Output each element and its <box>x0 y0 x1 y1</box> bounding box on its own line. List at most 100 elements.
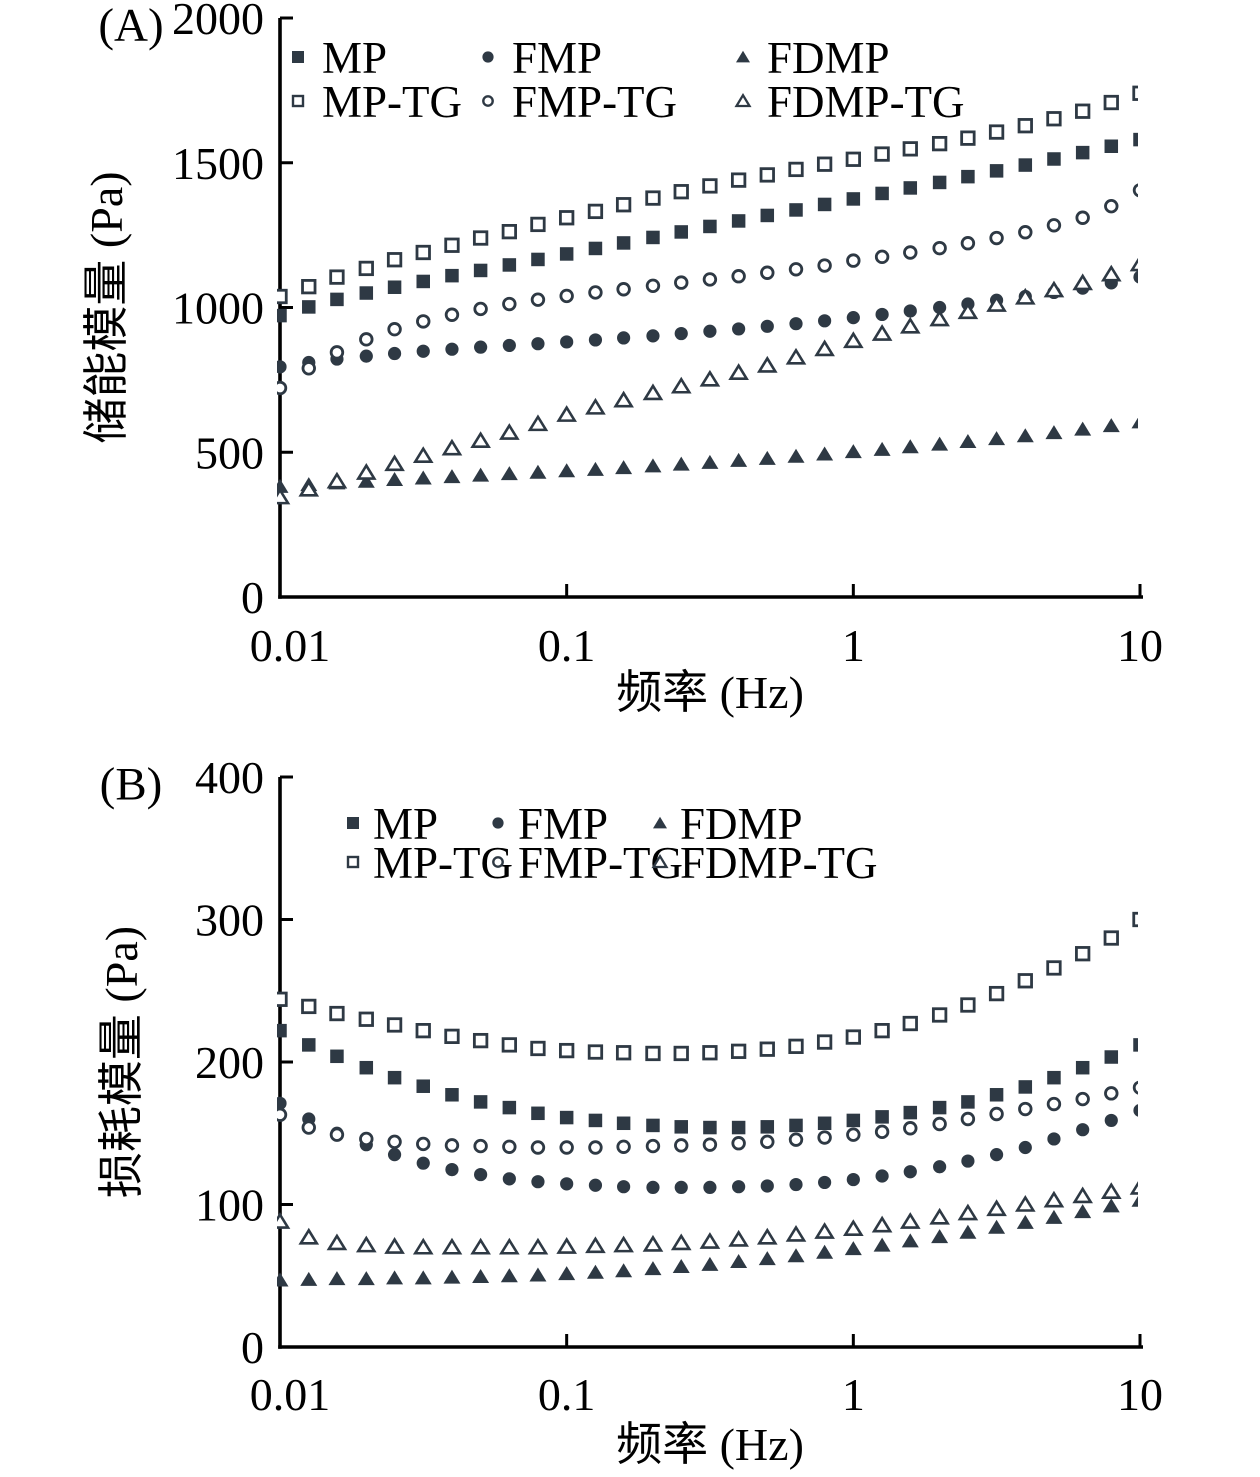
circle-open-marker <box>817 1130 832 1145</box>
triangle-open-marker <box>699 369 721 387</box>
legend-label: FMP-TG <box>512 77 677 127</box>
x-axis-title: 频率 (Hz) <box>616 1419 804 1470</box>
triangle-filled-marker <box>787 448 805 463</box>
square-open-marker <box>559 210 575 226</box>
circle-open-marker <box>817 258 832 273</box>
square-filled-marker <box>1018 158 1033 172</box>
circle-open-marker <box>932 1116 947 1132</box>
series-fmp-tg <box>277 1080 1138 1155</box>
triangle-filled-marker <box>328 1271 346 1286</box>
triangle-open-marker <box>412 446 434 464</box>
triangle-filled-marker <box>988 431 1006 446</box>
square-open-marker <box>902 141 918 157</box>
triangle-open-marker <box>355 463 377 480</box>
circle-open-marker <box>416 1136 431 1152</box>
square-open-icon <box>346 855 360 869</box>
circle-open-marker <box>444 307 460 322</box>
series-fdmp <box>277 417 1138 493</box>
square-open-marker <box>415 244 431 261</box>
circle-filled-marker <box>818 314 832 328</box>
legend-label: MP <box>322 33 387 83</box>
square-open-marker <box>874 1023 890 1039</box>
square-open-marker <box>645 1045 661 1062</box>
square-open-marker <box>1046 111 1062 127</box>
circle-filled-marker <box>277 360 287 374</box>
triangle-filled-marker <box>414 1270 432 1285</box>
triangle-filled-marker <box>730 452 748 467</box>
triangle-filled-marker <box>558 1266 576 1281</box>
square-filled-marker <box>302 300 316 314</box>
square-open-marker <box>1132 911 1138 928</box>
triangle-open-marker <box>326 471 348 489</box>
circle-filled-marker <box>961 1154 975 1168</box>
circle-open-marker <box>960 236 976 251</box>
triangle-filled-marker <box>844 444 862 459</box>
square-filled-marker <box>473 1095 488 1109</box>
triangle-filled-marker <box>300 1271 318 1286</box>
square-filled-marker <box>1075 145 1090 160</box>
triangle-filled-icon <box>736 50 750 63</box>
square-filled-marker <box>531 252 545 267</box>
circle-filled-marker <box>1104 1113 1118 1128</box>
square-filled-marker <box>817 1116 832 1131</box>
y-tick-label: 100 <box>195 1180 264 1231</box>
triangle-open-marker <box>843 1219 864 1237</box>
triangle-filled-marker <box>959 1224 977 1239</box>
square-open-marker <box>530 216 546 233</box>
square-filled-marker <box>416 1079 430 1093</box>
triangle-filled-marker <box>529 1267 547 1282</box>
square-open-marker <box>358 1011 374 1027</box>
triangle-filled-icon <box>653 816 667 829</box>
circle-filled-marker <box>588 333 603 347</box>
y-tick-label: 200 <box>195 1037 264 1088</box>
circle-filled-marker <box>646 1180 660 1194</box>
circle-open-marker <box>645 278 661 293</box>
triangle-filled-marker <box>1102 418 1120 433</box>
circle-filled-marker <box>903 1165 917 1179</box>
triangle-open-marker <box>670 1233 692 1251</box>
x-tick-label: 1 <box>842 620 865 671</box>
circle-open-marker <box>1075 1091 1090 1107</box>
panel-label-a: (A) <box>98 0 163 51</box>
x-tick-label: 10 <box>1117 620 1163 671</box>
square-open-marker <box>988 124 1005 140</box>
circle-filled-icon <box>492 817 504 829</box>
triangle-filled-marker <box>1016 1214 1034 1229</box>
square-filled-marker <box>674 1120 688 1134</box>
triangle-open-marker <box>1129 257 1138 272</box>
square-open-marker <box>501 1037 517 1053</box>
square-open-marker <box>386 252 403 268</box>
square-open-marker <box>931 135 948 152</box>
square-open-marker <box>386 1017 403 1033</box>
triangle-filled-marker <box>472 1268 490 1283</box>
square-open-marker <box>559 1042 575 1059</box>
square-open-marker <box>472 230 489 246</box>
series-mp <box>277 1023 1138 1135</box>
square-open-marker <box>1017 973 1033 989</box>
y-axis-title: 储能模量 (Pa) <box>81 171 132 443</box>
circle-open-marker <box>559 1140 574 1155</box>
circle-filled-marker <box>903 304 917 318</box>
square-open-marker <box>759 167 775 183</box>
square-filled-marker <box>903 181 918 195</box>
circle-open-marker <box>645 1138 661 1154</box>
triangle-open-marker <box>986 1199 1007 1217</box>
square-open-marker <box>645 190 661 206</box>
square-open-marker <box>277 991 288 1007</box>
legend-label: FMP <box>512 33 602 83</box>
triangle-filled-marker <box>1045 1209 1063 1224</box>
series-mp-tg <box>277 85 1138 305</box>
circle-open-marker <box>702 272 718 287</box>
triangle-filled-marker <box>816 446 834 461</box>
triangle-filled-marker <box>672 1258 690 1273</box>
square-open-icon <box>291 94 305 108</box>
square-filled-marker <box>1075 1060 1090 1075</box>
square-filled-marker <box>646 1118 660 1133</box>
legend-item-fdmp-tg: FDMP-TG <box>734 77 965 127</box>
triangle-open-icon <box>651 853 669 869</box>
triangle-open-marker <box>899 1212 921 1229</box>
circle-filled-marker <box>416 344 430 358</box>
legend-item-mp-tg: MP-TG <box>291 77 462 127</box>
square-open-marker <box>1103 930 1119 946</box>
